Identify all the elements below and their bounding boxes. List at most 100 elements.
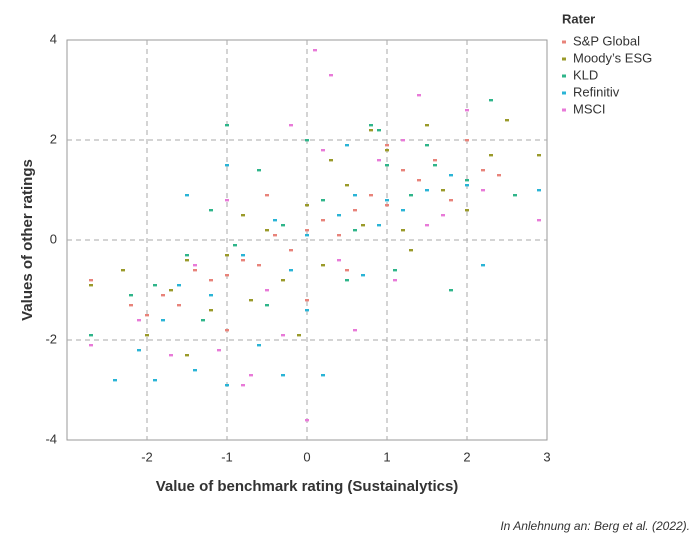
point xyxy=(209,294,213,297)
point xyxy=(169,289,173,292)
point xyxy=(313,49,317,52)
point xyxy=(481,189,485,192)
source-note: In Anlehnung an: Berg et al. (2022). xyxy=(500,519,690,533)
point xyxy=(257,344,261,347)
point xyxy=(481,169,485,172)
point xyxy=(353,329,357,332)
legend-marker xyxy=(562,91,566,95)
point xyxy=(297,334,301,337)
point xyxy=(193,369,197,372)
point xyxy=(129,304,133,307)
point xyxy=(441,214,445,217)
y-tick-label: 0 xyxy=(50,231,57,246)
point xyxy=(385,149,389,152)
point xyxy=(89,334,93,337)
point xyxy=(385,164,389,167)
point xyxy=(209,209,213,212)
point xyxy=(329,159,333,162)
point xyxy=(393,269,397,272)
point xyxy=(345,279,349,282)
x-axis-title: Value of benchmark rating (Sustainalytic… xyxy=(156,478,459,495)
legend-title: Rater xyxy=(562,11,595,26)
point xyxy=(265,304,269,307)
x-tick-label: -2 xyxy=(141,449,153,464)
legend-label: Moody’s ESG xyxy=(573,50,652,65)
point xyxy=(433,164,437,167)
legend-marker xyxy=(562,57,566,61)
point xyxy=(225,329,229,332)
point xyxy=(321,264,325,267)
legend-label: MSCI xyxy=(573,101,606,116)
point xyxy=(281,334,285,337)
point xyxy=(137,319,141,322)
y-tick-label: -4 xyxy=(45,431,57,446)
point xyxy=(481,264,485,267)
point xyxy=(337,234,341,237)
point xyxy=(281,279,285,282)
point xyxy=(185,354,189,357)
point xyxy=(377,159,381,162)
point xyxy=(305,139,309,142)
point xyxy=(289,249,293,252)
legend-marker xyxy=(562,108,566,112)
y-axis-title: Values of other ratings xyxy=(19,159,36,321)
point xyxy=(249,374,253,377)
point xyxy=(273,234,277,237)
point xyxy=(129,294,133,297)
point xyxy=(353,209,357,212)
point xyxy=(345,144,349,147)
point xyxy=(281,374,285,377)
point xyxy=(289,124,293,127)
point xyxy=(249,299,253,302)
point xyxy=(185,259,189,262)
point xyxy=(449,174,453,177)
point xyxy=(161,294,165,297)
point xyxy=(537,154,541,157)
point xyxy=(241,259,245,262)
point xyxy=(369,124,373,127)
point xyxy=(225,164,229,167)
point xyxy=(425,144,429,147)
point xyxy=(241,214,245,217)
point xyxy=(505,119,509,122)
point xyxy=(321,199,325,202)
point xyxy=(361,274,365,277)
point xyxy=(321,219,325,222)
point xyxy=(425,189,429,192)
point xyxy=(153,379,157,382)
point xyxy=(193,264,197,267)
point xyxy=(209,279,213,282)
point xyxy=(361,224,365,227)
point xyxy=(225,124,229,127)
x-tick-label: 2 xyxy=(463,449,470,464)
point xyxy=(161,319,165,322)
point xyxy=(401,229,405,232)
point xyxy=(233,244,237,247)
point xyxy=(465,139,469,142)
point xyxy=(89,344,93,347)
point xyxy=(385,204,389,207)
point xyxy=(385,144,389,147)
point xyxy=(409,194,413,197)
point xyxy=(305,419,309,422)
point xyxy=(425,224,429,227)
point xyxy=(305,234,309,237)
legend-label: Refinitiv xyxy=(573,84,620,99)
point xyxy=(265,229,269,232)
point xyxy=(145,314,149,317)
point xyxy=(497,174,501,177)
point xyxy=(345,269,349,272)
point xyxy=(377,129,381,132)
point xyxy=(121,269,125,272)
point xyxy=(305,229,309,232)
point xyxy=(89,284,93,287)
point xyxy=(513,194,517,197)
point xyxy=(185,254,189,257)
point xyxy=(257,169,261,172)
y-tick-label: 2 xyxy=(50,131,57,146)
point xyxy=(153,284,157,287)
point xyxy=(401,169,405,172)
point xyxy=(289,269,293,272)
point xyxy=(225,274,229,277)
point xyxy=(337,214,341,217)
